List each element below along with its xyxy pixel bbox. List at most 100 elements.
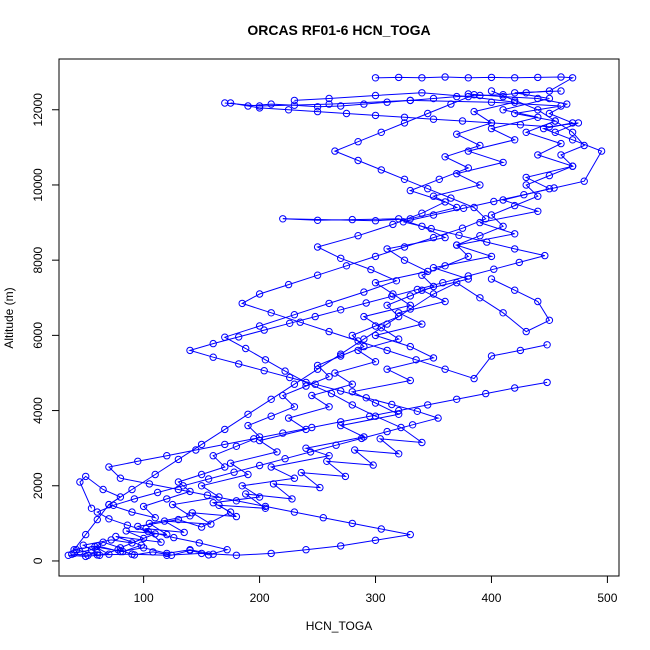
data-point: [267, 463, 275, 471]
data-point: [464, 74, 472, 82]
y-tick-label: 0: [31, 557, 45, 564]
data-point: [377, 166, 385, 174]
data-point: [174, 478, 183, 486]
data-point: [163, 452, 171, 460]
data-point: [574, 119, 583, 127]
data-point: [483, 238, 491, 246]
data-point: [511, 201, 519, 210]
data-point: [325, 299, 333, 308]
x-axis: 100 200 300 400 500: [134, 575, 618, 605]
data-point: [406, 530, 414, 539]
data-point: [545, 316, 554, 324]
data-point: [250, 435, 258, 443]
data-point: [180, 528, 188, 537]
y-axis: 0 2000 4000 6000 8000 10000 12000: [31, 93, 60, 564]
data-point: [342, 109, 351, 118]
data-point: [332, 441, 340, 449]
data-point: [99, 485, 107, 494]
data-point: [371, 279, 380, 287]
data-point: [534, 113, 542, 122]
data-point: [269, 480, 278, 488]
data-point: [499, 309, 507, 317]
data-point: [297, 468, 305, 477]
data-point: [362, 394, 370, 402]
data-point: [337, 387, 345, 395]
data-point: [204, 475, 213, 483]
data-point: [482, 389, 490, 398]
data-point: [357, 434, 366, 443]
data-point: [255, 461, 264, 470]
data-point: [323, 457, 331, 465]
data-point: [232, 497, 241, 505]
data-point: [232, 512, 241, 521]
data-point: [511, 74, 519, 82]
data-point: [192, 446, 200, 454]
x-tick-label: 100: [134, 591, 154, 605]
data-point: [545, 123, 554, 131]
data-point: [464, 272, 472, 280]
data-point: [499, 222, 507, 231]
y-tick-label: 12000: [31, 93, 45, 127]
data-point: [435, 175, 443, 184]
data-point: [255, 493, 264, 501]
data-point: [226, 99, 235, 107]
data-point: [458, 117, 467, 125]
data-point: [151, 514, 159, 522]
data-point: [348, 388, 356, 396]
data-point: [308, 423, 316, 432]
data-point: [163, 495, 171, 503]
data-point: [522, 181, 530, 189]
data-point: [371, 252, 380, 261]
data-point: [470, 374, 478, 383]
data-point: [311, 312, 319, 321]
data-point: [487, 124, 496, 133]
data-point: [281, 367, 289, 375]
data-point: [290, 403, 299, 411]
data-point: [286, 319, 294, 327]
data-point: [429, 233, 438, 242]
data-point: [313, 107, 322, 116]
data-point: [290, 101, 299, 109]
data-point: [522, 173, 530, 182]
data-point: [122, 527, 130, 535]
y-axis-label: Altitude (m): [2, 287, 16, 348]
data-point: [313, 216, 322, 225]
data-point: [516, 121, 525, 129]
data-point: [284, 414, 293, 422]
data-point: [302, 444, 310, 452]
data-point: [188, 509, 197, 517]
data-point: [337, 421, 345, 430]
data-point: [170, 533, 178, 542]
data-point: [522, 89, 530, 97]
plot-frame: [58, 58, 620, 577]
data-point: [261, 356, 270, 364]
data-point: [145, 519, 154, 528]
data-point: [476, 232, 484, 240]
data-point: [64, 551, 73, 559]
data-point: [557, 151, 565, 159]
data-point: [418, 74, 426, 82]
data-point: [376, 435, 384, 443]
data-point: [331, 369, 339, 377]
data-point: [392, 277, 401, 285]
data-point: [221, 99, 229, 107]
data-point: [325, 100, 333, 108]
data-point: [383, 365, 391, 373]
data-point: [441, 262, 449, 270]
data-point: [209, 452, 217, 460]
data-point: [316, 483, 324, 492]
data-point: [499, 91, 507, 99]
data-point: [429, 282, 438, 291]
data-point: [511, 136, 519, 144]
data-point: [388, 400, 396, 409]
data-point: [93, 542, 102, 550]
data-point: [134, 522, 142, 531]
data-series: [72, 90, 606, 559]
data-point: [267, 549, 275, 558]
data-point: [230, 468, 238, 476]
data-point: [520, 191, 528, 199]
data-point: [255, 102, 264, 110]
data-point: [93, 515, 102, 524]
data-point: [534, 94, 542, 103]
data-point: [389, 220, 397, 229]
